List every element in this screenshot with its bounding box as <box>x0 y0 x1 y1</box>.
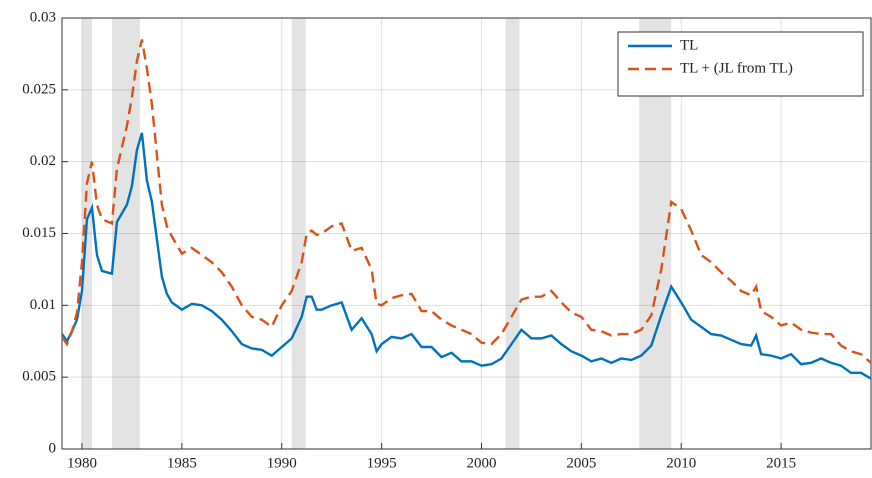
y-tick-label: 0.015 <box>22 225 56 241</box>
y-tick-label: 0 <box>49 440 57 456</box>
shaded-region <box>505 18 520 449</box>
x-tick-label: 1995 <box>367 455 397 471</box>
x-tick-label: 1985 <box>167 455 197 471</box>
x-tick-label: 2000 <box>466 455 496 471</box>
x-tick-label: 1980 <box>67 455 97 471</box>
y-tick-label: 0.025 <box>22 81 56 97</box>
shaded-region <box>291 18 306 449</box>
x-tick-label: 1990 <box>267 455 297 471</box>
y-tick-label: 0.02 <box>30 153 56 169</box>
legend-label: TL <box>680 37 698 53</box>
series-line <box>61 132 872 380</box>
x-tick-label: 2015 <box>766 455 796 471</box>
series-line <box>61 39 872 364</box>
y-tick-label: 0.01 <box>30 297 56 313</box>
y-tick-label: 0.005 <box>22 369 56 385</box>
plot-frame <box>61 17 872 450</box>
legend-box <box>617 31 864 97</box>
y-tick-label: 0.03 <box>30 9 56 25</box>
legend-label: TL + (JL from TL) <box>680 60 793 76</box>
x-tick-label: 2005 <box>566 455 596 471</box>
x-tick-label: 2010 <box>666 455 696 471</box>
